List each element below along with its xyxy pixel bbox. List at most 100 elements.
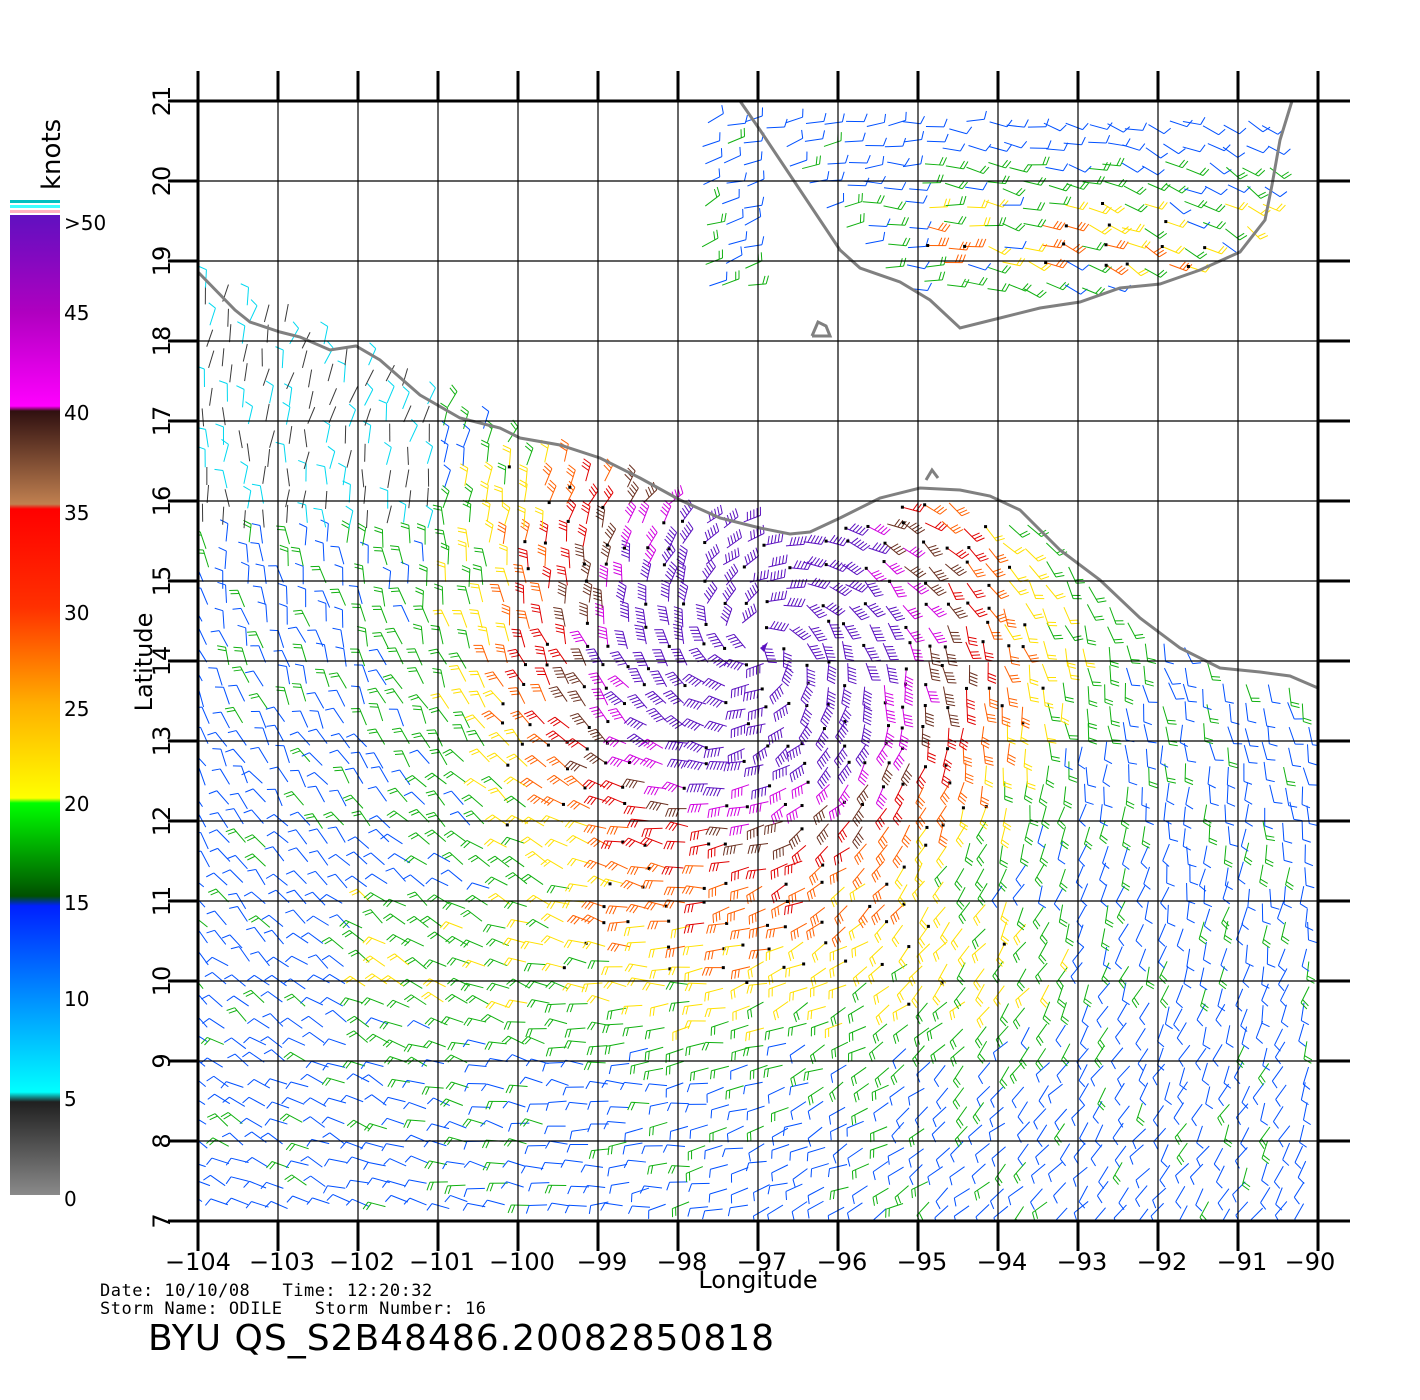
- rain-flag: [887, 761, 891, 765]
- wind-barb-feather: [382, 1097, 389, 1105]
- wind-barb-feather: [633, 721, 641, 729]
- wind-barb-feather: [384, 1195, 392, 1203]
- wind-barb-feather: [793, 836, 799, 845]
- wind-barb: [747, 961, 764, 971]
- wind-barb-feather: [603, 1121, 609, 1130]
- wind-barb-feather: [1260, 1075, 1266, 1083]
- wind-barb-feather: [1158, 939, 1166, 947]
- wind-barb-feather: [773, 813, 778, 822]
- wind-barb-feather: [753, 1192, 755, 1202]
- wind-barb: [1278, 1125, 1291, 1141]
- wind-barb: [810, 1044, 825, 1057]
- wind-barb-feather: [917, 779, 925, 787]
- wind-barb: [359, 810, 371, 827]
- wind-barb: [1184, 667, 1189, 686]
- wind-barb-feather: [1112, 1177, 1119, 1185]
- wind-barb: [1060, 948, 1069, 966]
- wind-barb-feather: [205, 956, 213, 964]
- wind-barb-feather: [600, 840, 606, 849]
- rain-flag: [784, 882, 788, 886]
- wind-barb: [688, 982, 707, 985]
- wind-barb: [933, 1064, 946, 1080]
- rain-flag: [667, 919, 671, 923]
- wind-barb-feather: [725, 1090, 727, 1100]
- wind-barb: [793, 1002, 809, 1015]
- wind-barb: [1277, 948, 1286, 966]
- wind-barb-feather: [581, 914, 588, 922]
- wind-barb-feather: [1047, 741, 1057, 744]
- wind-barb: [335, 853, 351, 866]
- rain-flag: [921, 725, 925, 729]
- rain-flag: [1002, 942, 1006, 946]
- wind-barb: [1117, 1105, 1130, 1121]
- wind-barb-feather: [789, 751, 792, 760]
- wind-barb-feather: [1072, 1178, 1077, 1187]
- wind-barb-feather: [773, 732, 777, 742]
- wind-barb-feather: [709, 698, 717, 706]
- wind-barb-feather: [1053, 903, 1061, 911]
- wind-barb-feather: [725, 633, 735, 638]
- wind-barb: [1261, 983, 1269, 1001]
- wind-barb: [914, 844, 927, 861]
- wind-barb-feather: [931, 675, 940, 678]
- wind-barb-feather: [959, 745, 967, 751]
- wind-barb-feather: [328, 853, 337, 860]
- wind-barb-feather: [1057, 858, 1066, 865]
- wind-barb-feather: [904, 701, 913, 706]
- wind-barb-feather: [1141, 843, 1150, 849]
- wind-barb-feather: [285, 1142, 292, 1151]
- wind-barb-feather: [512, 632, 521, 634]
- wind-barb-feather: [501, 1035, 509, 1043]
- wind-barb-feather: [508, 1123, 512, 1132]
- rain-flag: [746, 722, 750, 726]
- wind-barb-feather: [496, 650, 506, 653]
- wind-barb-feather: [269, 766, 278, 770]
- wind-barb-feather: [1012, 1073, 1017, 1082]
- wind-barb-feather: [812, 927, 815, 937]
- wind-barb-feather: [366, 893, 374, 901]
- wind-barb-feather: [904, 682, 913, 688]
- wind-barb: [1278, 968, 1288, 985]
- wind-barb-feather: [526, 712, 535, 718]
- wind-barb-feather: [427, 814, 437, 819]
- wind-barb-feather: [859, 775, 867, 783]
- wind-barb-feather: [784, 906, 786, 916]
- wind-barb-feather: [326, 1194, 334, 1201]
- wind-barb-feather: [789, 773, 793, 783]
- wind-barb-feather: [908, 1096, 911, 1106]
- wind-barb-feather: [938, 857, 944, 866]
- wind-barb: [556, 648, 568, 665]
- wind-barb: [662, 629, 670, 647]
- wind-barb-feather: [708, 863, 712, 872]
- wind-barb-feather: [357, 629, 366, 633]
- wind-barb-feather: [815, 796, 821, 805]
- wind-barb-feather: [335, 646, 344, 650]
- wind-barb: [438, 626, 444, 645]
- wind-barb-feather: [737, 807, 741, 816]
- wind-barb-feather: [1003, 781, 1012, 786]
- wind-barb-feather: [582, 1185, 588, 1194]
- wind-barb-feather: [327, 826, 337, 829]
- wind-barb: [708, 922, 727, 926]
- wind-barb-feather: [569, 630, 579, 634]
- wind-barb: [370, 852, 385, 866]
- wind-barb-feather: [465, 995, 473, 1002]
- wind-barb: [952, 1087, 965, 1103]
- wind-barb-feather: [1243, 859, 1252, 866]
- wind-barb-feather: [454, 714, 464, 717]
- wind-barb-feather: [976, 1098, 981, 1107]
- wind-barb-feather: [1211, 675, 1221, 678]
- wind-barb: [932, 881, 944, 897]
- wind-barb-feather: [630, 978, 636, 987]
- wind-barb-feather: [985, 779, 994, 785]
- wind-barb-feather: [387, 1079, 393, 1088]
- wind-barb-feather: [502, 855, 510, 862]
- wind-barb-feather: [1288, 805, 1298, 808]
- wind-barb-feather: [784, 673, 792, 680]
- wind-barb-feather: [550, 718, 558, 725]
- wind-barb-feather: [670, 759, 676, 768]
- rain-flag: [642, 683, 646, 687]
- wind-barb-feather: [1166, 882, 1175, 887]
- wind-barb-feather: [1027, 786, 1036, 790]
- wind-barb: [976, 1085, 991, 1100]
